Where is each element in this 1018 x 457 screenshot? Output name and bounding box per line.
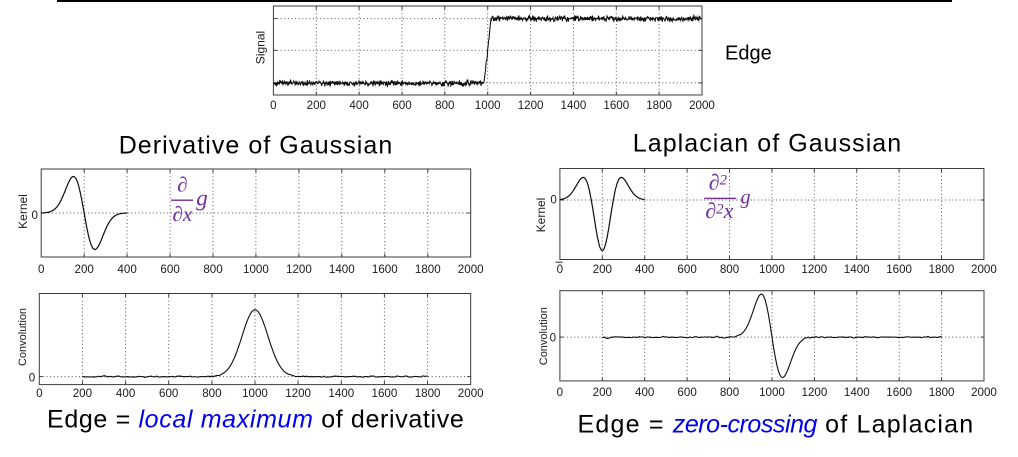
svg-text:1800: 1800: [646, 99, 672, 112]
svg-text:Kernel: Kernel: [16, 194, 30, 229]
svg-text:800: 800: [435, 99, 454, 112]
svg-text:400: 400: [635, 263, 654, 276]
svg-text:Signal: Signal: [254, 31, 268, 64]
svg-text:Convolution: Convolution: [17, 308, 29, 366]
svg-text:2000: 2000: [971, 386, 997, 399]
svg-text:200: 200: [75, 263, 94, 276]
svg-text:0: 0: [32, 209, 38, 222]
svg-text:Edge = zero-crossing of Laplac: Edge = zero-crossing of Laplacian: [578, 410, 975, 438]
svg-text:1000: 1000: [243, 263, 269, 276]
svg-text:0: 0: [36, 387, 42, 400]
svg-text:400: 400: [349, 99, 368, 112]
svg-text:400: 400: [635, 386, 654, 399]
svg-text:0: 0: [270, 99, 276, 112]
svg-text:1200: 1200: [801, 263, 827, 276]
svg-text:Laplacian of Gaussian: Laplacian of Gaussian: [633, 130, 902, 158]
svg-text:1200: 1200: [802, 386, 828, 399]
svg-text:0: 0: [550, 193, 556, 206]
svg-text:600: 600: [677, 386, 696, 399]
svg-text:Kernel: Kernel: [534, 198, 548, 233]
svg-text:∂2: ∂2: [709, 169, 728, 194]
svg-text:200: 200: [307, 99, 326, 112]
svg-text:1200: 1200: [518, 99, 544, 112]
svg-text:1000: 1000: [759, 386, 785, 399]
svg-text:0: 0: [557, 386, 563, 399]
svg-text:1400: 1400: [561, 99, 587, 112]
svg-text:1400: 1400: [328, 387, 354, 400]
svg-text:1600: 1600: [372, 263, 398, 276]
svg-text:1400: 1400: [844, 386, 870, 399]
svg-text:∂: ∂: [177, 172, 187, 196]
svg-text:Edge: Edge: [725, 43, 772, 65]
svg-text:2000: 2000: [971, 263, 997, 276]
svg-text:400: 400: [116, 387, 135, 400]
svg-text:1200: 1200: [285, 387, 311, 400]
svg-text:800: 800: [720, 263, 739, 276]
svg-text:0: 0: [557, 263, 563, 276]
svg-text:200: 200: [73, 387, 92, 400]
svg-text:2000: 2000: [458, 387, 484, 400]
svg-text:0: 0: [550, 332, 556, 345]
svg-text:Convolution: Convolution: [538, 307, 550, 365]
svg-text:1600: 1600: [886, 386, 912, 399]
svg-text:200: 200: [593, 386, 612, 399]
svg-text:1200: 1200: [286, 263, 312, 276]
svg-text:400: 400: [117, 263, 136, 276]
svg-text:800: 800: [203, 263, 222, 276]
svg-text:1800: 1800: [929, 386, 955, 399]
svg-text:0: 0: [29, 372, 35, 385]
svg-text:Derivative of Gaussian: Derivative of Gaussian: [119, 131, 394, 159]
svg-text:∂2x: ∂2x: [705, 198, 733, 223]
svg-text:600: 600: [160, 263, 179, 276]
svg-text:2000: 2000: [689, 99, 715, 112]
svg-text:2000: 2000: [458, 263, 484, 276]
svg-text:1800: 1800: [415, 263, 441, 276]
svg-text:1800: 1800: [415, 387, 441, 400]
svg-text:800: 800: [720, 386, 739, 399]
svg-text:600: 600: [159, 387, 178, 400]
svg-text:800: 800: [202, 387, 221, 400]
svg-text:1600: 1600: [372, 387, 398, 400]
svg-text:1600: 1600: [886, 263, 912, 276]
svg-text:1000: 1000: [475, 99, 501, 112]
svg-text:1400: 1400: [844, 263, 870, 276]
svg-text:200: 200: [593, 263, 612, 276]
svg-text:g: g: [196, 186, 208, 211]
svg-text:1000: 1000: [759, 263, 785, 276]
svg-text:1000: 1000: [242, 387, 268, 400]
svg-text:600: 600: [677, 263, 696, 276]
svg-text:600: 600: [392, 99, 411, 112]
svg-text:Edge = local maximum of deriva: Edge = local maximum of derivative: [47, 405, 464, 433]
svg-text:1400: 1400: [329, 263, 355, 276]
svg-text:g: g: [741, 186, 751, 208]
svg-text:1600: 1600: [603, 99, 629, 112]
svg-text:1800: 1800: [929, 263, 955, 276]
svg-text:0: 0: [38, 263, 44, 276]
svg-text:∂x: ∂x: [172, 202, 192, 226]
